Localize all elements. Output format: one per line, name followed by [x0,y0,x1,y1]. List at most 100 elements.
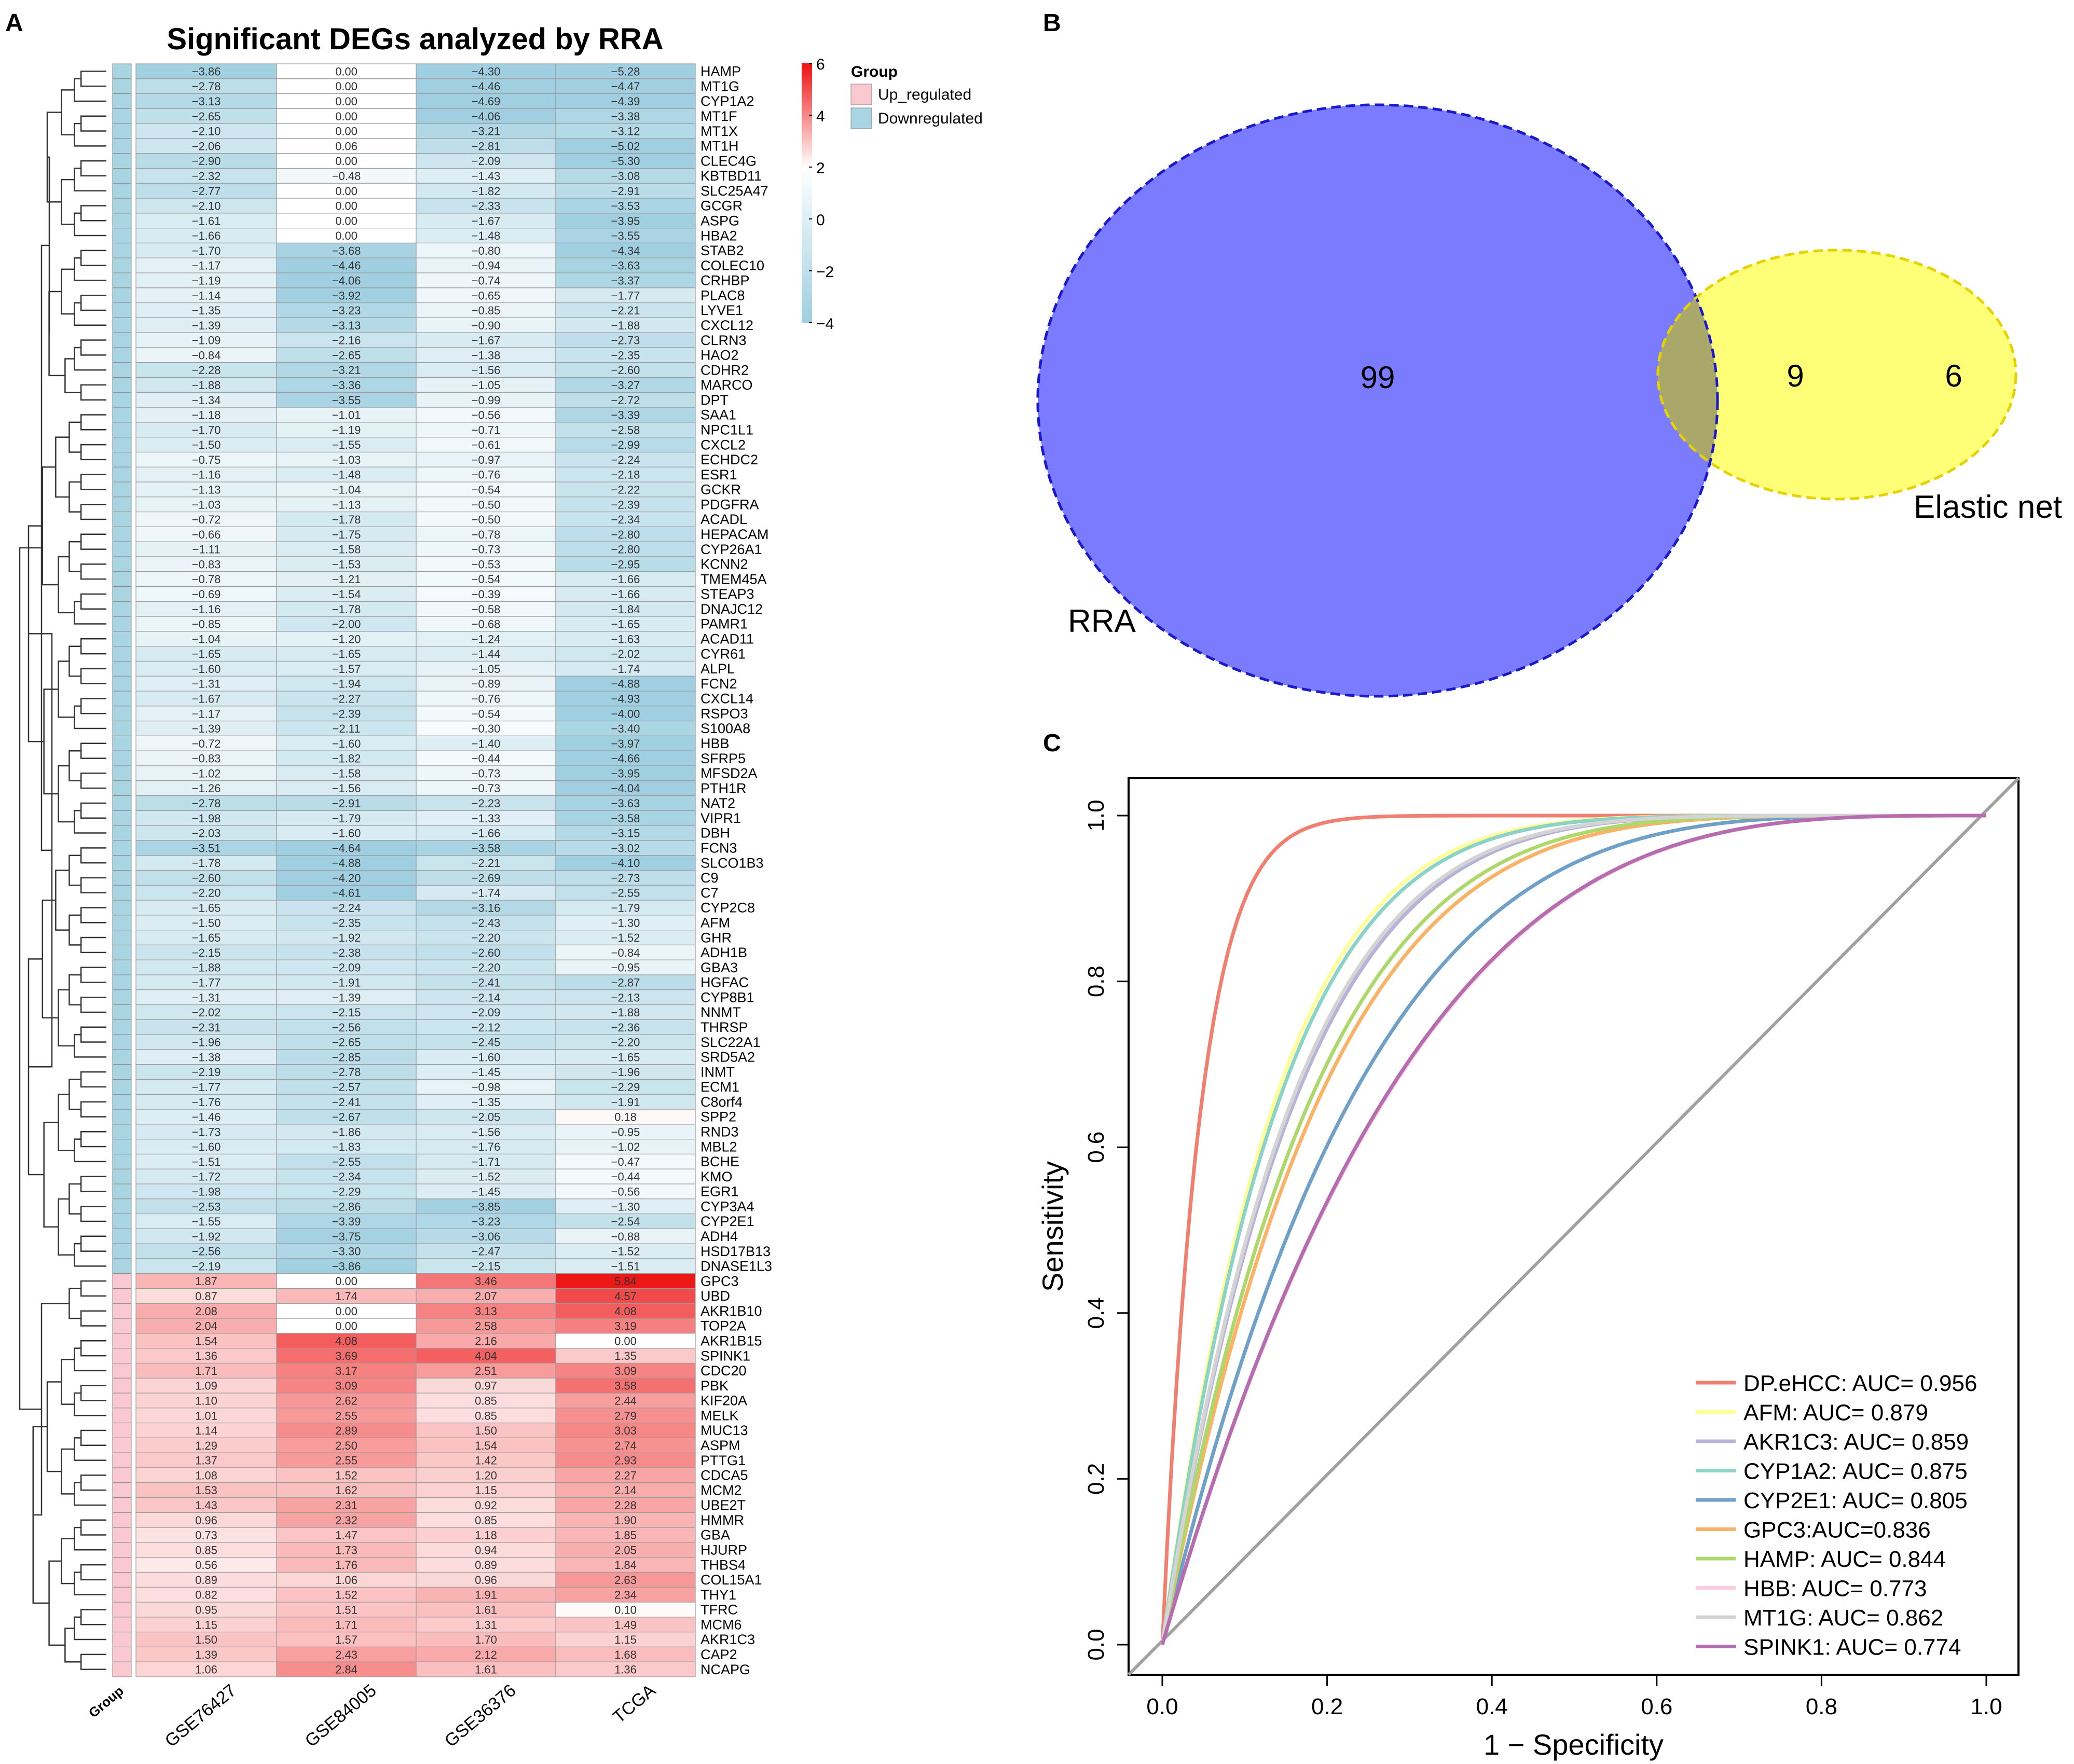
heatmap-cell [135,974,277,990]
heatmap-cell [276,944,417,960]
cell-value: −0.69 [192,588,221,601]
cell-value: 2.32 [335,1514,358,1527]
group-cell [112,1572,132,1588]
dendrogram-branch [74,705,106,729]
cell-value: 0.87 [195,1290,217,1303]
roc-chart: 0.0 0.2 0.4 0.6 0.8 1.0 0.0 0.2 0.4 0.6 0.8 1.0 1 − … [1036,777,2020,1761]
dendrogram-branch [19,547,42,1410]
heatmap-cell [135,526,277,542]
heatmap-cell [276,1214,417,1229]
cell-value: −4.46 [472,80,501,93]
gene-label: AKR1B10 [701,1303,762,1319]
group-cell [112,466,132,483]
cell-value: −1.50 [192,438,221,451]
cell-value: −0.73 [472,767,501,780]
cell-value: −0.84 [611,946,640,959]
cell-value: −2.65 [192,110,221,123]
cell-value: −2.55 [611,887,640,900]
cell-value: −1.38 [472,349,501,362]
cell-value: −1.72 [192,1170,221,1183]
gene-label: EGR1 [701,1184,739,1200]
heatmap-cell [276,1004,417,1020]
heatmap-cell [416,915,556,931]
heatmap-cell [135,1198,277,1215]
dendrogram-branch [58,556,75,614]
cell-value: −1.50 [192,916,221,929]
group-cell [112,1243,132,1259]
cell-value: −2.06 [192,140,221,153]
gene-label: COL15A1 [701,1572,762,1588]
dendrogram-branch [80,877,106,893]
cell-value: 1.47 [335,1529,358,1542]
group-cell [112,1019,132,1035]
gene-label: CLRN3 [701,333,747,348]
gene-label: AKR1C3 [701,1632,755,1647]
dendrogram-branch [80,339,106,356]
cell-value: −2.91 [332,797,361,810]
roc-legend-label: MT1G: AUC= 0.862 [1743,1605,1943,1631]
dendrogram-branch [61,1538,75,1584]
cell-value: 1.01 [195,1409,217,1422]
group-cell [112,1423,132,1438]
heatmap-cell [555,242,696,258]
cell-value: −1.14 [192,289,221,302]
dendrogram-branch [80,742,106,759]
heatmap-cell [135,153,277,169]
cell-value: −1.18 [192,409,221,422]
heatmap-cell [555,332,696,348]
column-label: GSE76427 [161,1680,240,1751]
cell-value: −0.84 [192,349,221,362]
cell-value: 0.85 [475,1514,497,1527]
heatmap-cell [555,362,696,378]
heatmap-cell [135,944,277,960]
group-cell [112,1183,132,1200]
dendrogram-branch [80,1280,106,1297]
dendrogram-branch [68,1079,81,1110]
cell-value: −1.51 [192,1155,221,1168]
heatmap-cell [555,1288,696,1304]
gene-label: DBH [701,825,730,841]
cell-value: 1.42 [475,1454,497,1467]
heatmap-cell [276,721,417,737]
gene-label: NCAPG [701,1662,750,1677]
heatmap-cell [555,1183,696,1200]
heatmap-cell [555,347,696,363]
cell-value: 0.94 [475,1544,497,1556]
cell-value: −2.60 [192,872,221,885]
cell-value: −3.39 [611,409,640,422]
cell-value: −1.52 [611,1245,640,1258]
dendrogram-branch [46,1381,62,1472]
heatmap-cell [276,1168,417,1184]
cell-value: −2.73 [611,872,640,885]
heatmap-cell [555,1273,696,1289]
cell-value: −1.53 [332,558,361,571]
dendrogram-branch [80,1235,106,1252]
cell-value: −0.56 [611,1185,640,1198]
cell-value: 1.54 [475,1439,497,1452]
dendrogram-branch [74,1347,106,1372]
cell-value: 1.36 [614,1663,637,1676]
heatmap-cell [555,198,696,214]
dendrogram-branch [74,78,106,102]
heatmap-cell [135,930,277,946]
cell-value: −1.17 [192,259,221,272]
cell-value: 1.06 [335,1574,358,1587]
dendrogram-branch [80,1310,106,1327]
heatmap-cell [135,198,277,214]
cell-value: −1.45 [472,1066,501,1079]
cell-value: −1.26 [192,782,221,795]
cell-value: 2.43 [335,1648,358,1661]
dendrogram-branch [80,444,106,461]
x-axis-label: 1 − Specificity [1484,1728,1664,1761]
cell-value: −0.50 [472,498,501,511]
heatmap-cell [416,1661,556,1677]
group-cell [112,1034,132,1050]
group-cell [112,1348,132,1363]
gene-label: THY1 [701,1587,736,1603]
dendrogram-branch [80,996,106,1013]
gene-label: GCGR [701,198,743,214]
cell-value: −2.39 [611,498,640,511]
cell-value: −3.15 [611,827,640,840]
heatmap-cell [276,213,417,229]
heatmap-cell [555,1362,696,1379]
